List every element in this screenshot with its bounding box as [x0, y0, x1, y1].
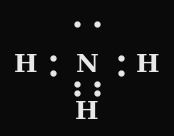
Text: H: H	[75, 100, 99, 123]
Text: H: H	[14, 53, 38, 77]
Text: H: H	[136, 53, 160, 77]
Text: N: N	[76, 53, 98, 77]
